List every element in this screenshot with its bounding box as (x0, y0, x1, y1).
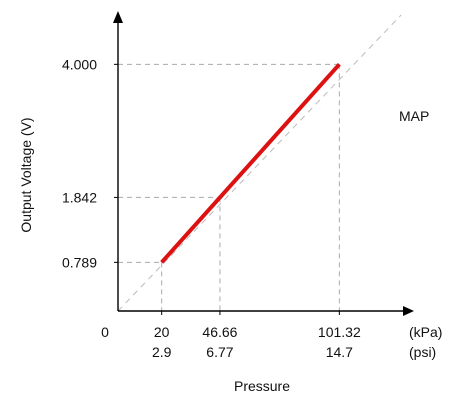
y-axis-arrow (113, 11, 123, 23)
x-tick-label-3: 101.32 (318, 324, 361, 340)
x-tick-label-2: 46.66 (202, 324, 237, 340)
y-tick-labels: 0.789 1.842 4.000 (62, 56, 118, 270)
x-tick-label-secondary-3: 14.7 (326, 344, 353, 360)
y-tick-label-2: 1.842 (62, 189, 97, 205)
x-unit-primary: (kPa) (409, 324, 442, 340)
x-tick-label-secondary-2: 6.77 (206, 344, 233, 360)
y-tick-label-1: 0.789 (62, 254, 97, 270)
guide-lines (118, 63, 340, 311)
x-tick-label-secondary-1: 2.9 (152, 344, 172, 360)
x-unit-secondary: (psi) (409, 344, 436, 360)
series-group (160, 62, 341, 264)
x-axis-arrow (403, 306, 414, 316)
x-axis-label: Pressure (234, 378, 290, 394)
x-tick-label-1: 20 (154, 324, 170, 340)
x-tick-labels: 20 2.9 46.66 6.77 101.32 14.7 (152, 311, 361, 360)
y-tick-label-3: 4.000 (62, 56, 97, 72)
origin-label: 0 (101, 324, 109, 340)
annotation-map: MAP (399, 108, 429, 124)
y-axis-label: Output Voltage (V) (18, 117, 34, 232)
series-line-1 (160, 62, 341, 264)
reference-diagonal (117, 14, 402, 312)
